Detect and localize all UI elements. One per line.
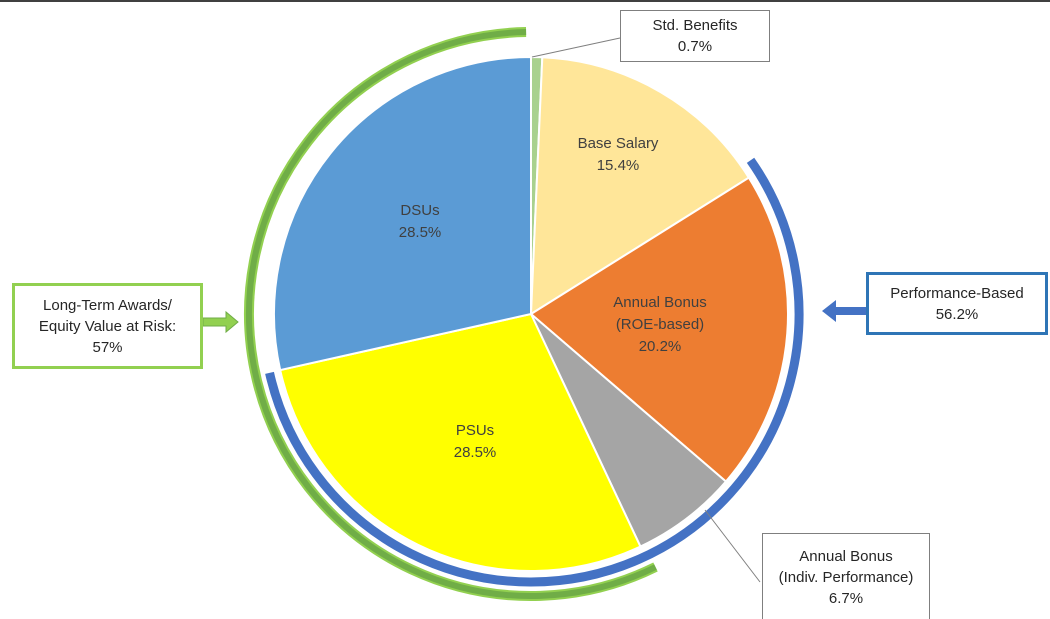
group-arc [246,29,657,599]
leader-line [704,509,761,583]
value-label: 20.2% [638,338,682,355]
value-label: 0.7% [677,38,713,55]
leader-line [531,37,621,58]
pie-slice [529,176,789,483]
callout-box: Annual Bonus (Indiv. Performance) 6.7% [762,533,930,619]
category-label: Annual Bonus (Indiv. Performance) [778,547,914,586]
group-box: Performance-Based 56.2% [866,272,1048,335]
category-label: DSUs [400,202,440,219]
value-label: 6.7% [828,589,864,607]
slice-label: Base Salary 15.4% [578,133,659,177]
pie-slice [529,56,751,316]
category-label: Annual Bonus (ROE-based) [613,294,707,333]
group-value-label: 56.2% [935,305,979,323]
value-label: 28.5% [398,224,442,241]
value-label: 15.4% [596,157,640,174]
group-arc [265,157,804,587]
value-label: 28.5% [453,444,497,461]
group-label: Performance-Based [890,284,1024,302]
group-arrow [822,300,866,322]
group-label: Long-Term Awards/ Equity Value at Risk: [38,296,177,335]
pie-slice [273,55,532,372]
slice-label: Annual Bonus (ROE-based) 20.2% [613,292,706,358]
category-label: Base Salary [577,135,659,152]
group-value-label: 57% [92,338,123,356]
slice-label: DSUs 28.5% [399,200,442,244]
group-box: Long-Term Awards/ Equity Value at Risk: 5… [12,283,203,369]
pie-slice [278,312,642,572]
group-arrow [202,310,239,334]
category-label: Std. Benefits [652,17,738,34]
callout-box: Std. Benefits 0.7% [620,10,770,62]
category-label: PSUs [455,422,495,439]
slice-label: PSUs 28.5% [454,420,497,464]
